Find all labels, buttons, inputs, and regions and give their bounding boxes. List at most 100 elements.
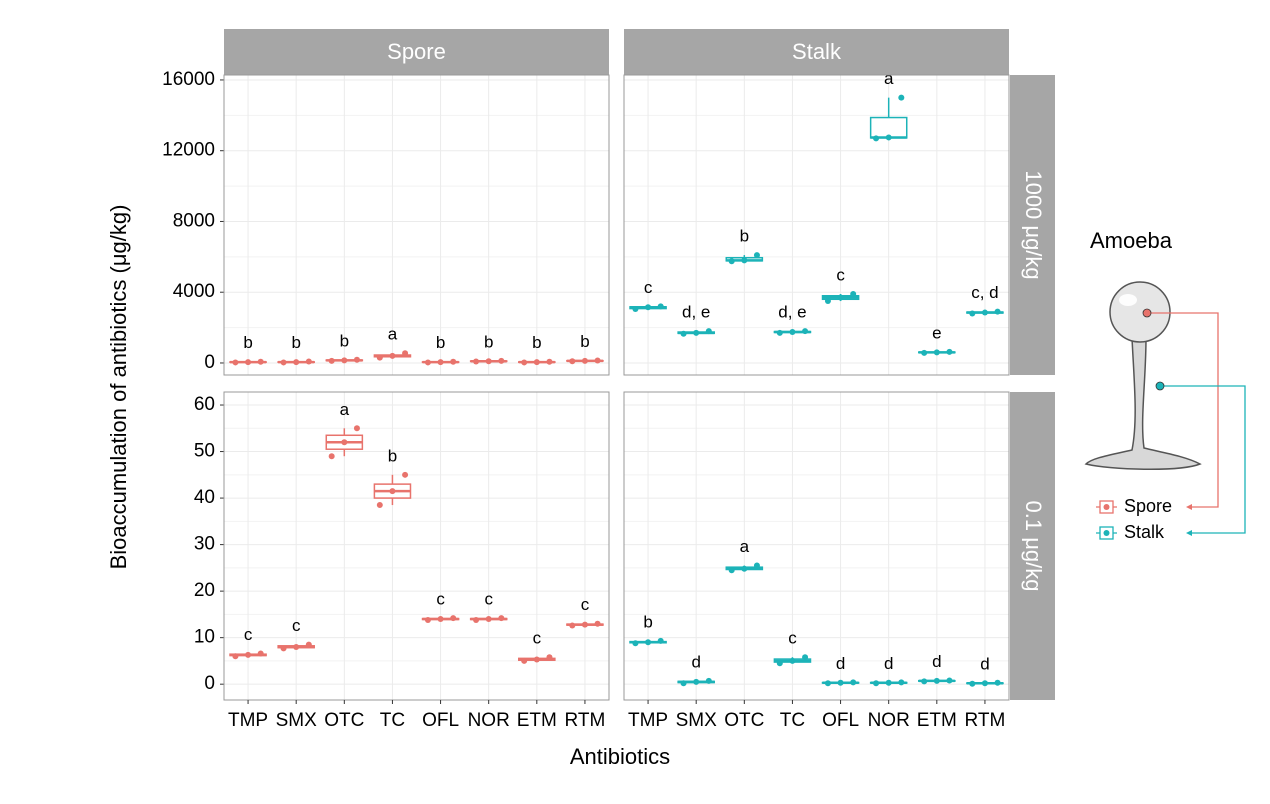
data-point xyxy=(521,657,528,664)
significance-label: b xyxy=(436,333,445,352)
significance-label: d, e xyxy=(682,303,710,322)
significance-label: b xyxy=(291,333,300,352)
facet-strip xyxy=(1010,75,1055,375)
significance-label: c, d xyxy=(971,283,998,302)
panel-border xyxy=(623,74,1010,376)
y-tick-label: 10 xyxy=(194,627,215,648)
data-point xyxy=(473,358,480,365)
legend-key-point xyxy=(1103,504,1110,510)
x-tick-label: ETM xyxy=(917,710,957,731)
data-point xyxy=(657,303,664,310)
significance-label: b xyxy=(532,333,541,352)
data-point xyxy=(257,650,264,657)
data-point xyxy=(657,637,664,644)
y-axis-label: Bioaccumulation of antibiotics (μg/kg) xyxy=(106,205,131,570)
significance-label: b xyxy=(484,332,493,351)
data-point xyxy=(328,357,335,364)
x-tick-label: NOR xyxy=(868,710,910,731)
data-point xyxy=(546,654,553,661)
x-tick-label: TMP xyxy=(228,710,268,731)
data-point xyxy=(921,678,928,685)
data-point xyxy=(293,643,300,650)
x-tick-label: RTM xyxy=(965,710,1006,731)
data-point xyxy=(981,309,988,316)
x-tick-label: RTM xyxy=(565,710,606,731)
data-point xyxy=(424,359,431,366)
y-tick-label: 16000 xyxy=(162,69,215,90)
data-point xyxy=(632,640,639,647)
y-tick-label: 50 xyxy=(194,441,215,462)
data-point xyxy=(594,357,601,364)
data-point xyxy=(776,660,783,667)
data-point xyxy=(837,294,844,301)
significance-label: a xyxy=(740,537,750,556)
data-point xyxy=(789,657,796,664)
x-tick-label: OTC xyxy=(324,710,364,731)
significance-label: d xyxy=(980,654,989,673)
data-point xyxy=(328,453,335,460)
significance-label: e xyxy=(932,323,941,342)
y-tick-label: 60 xyxy=(194,394,215,415)
data-point xyxy=(569,622,576,629)
data-point xyxy=(257,358,264,365)
data-point xyxy=(981,680,988,687)
significance-label: a xyxy=(388,325,398,344)
significance-label: d xyxy=(932,652,941,671)
data-point xyxy=(680,330,687,337)
data-point xyxy=(885,679,892,686)
data-point xyxy=(485,358,492,365)
y-tick-label: 12000 xyxy=(162,140,215,161)
data-point xyxy=(873,680,880,687)
data-point xyxy=(680,680,687,687)
panel-background xyxy=(224,392,609,700)
data-point xyxy=(353,425,360,432)
significance-label: c xyxy=(533,629,542,648)
x-tick-label: TC xyxy=(780,710,805,731)
data-point xyxy=(437,616,444,623)
data-point xyxy=(741,565,748,572)
data-point xyxy=(741,257,748,264)
data-point xyxy=(632,306,639,313)
data-point xyxy=(594,620,601,627)
significance-label: b xyxy=(580,332,589,351)
data-point xyxy=(450,358,457,365)
x-tick-label: NOR xyxy=(468,710,510,731)
data-point xyxy=(280,359,287,366)
data-point xyxy=(753,252,760,259)
data-point xyxy=(898,679,905,686)
x-tick-label: SMX xyxy=(276,710,318,731)
y-tick-label: 30 xyxy=(194,534,215,555)
significance-label: b xyxy=(340,331,349,350)
data-point xyxy=(581,357,588,364)
data-point xyxy=(293,359,300,366)
data-point xyxy=(969,310,976,317)
data-point xyxy=(969,680,976,687)
panel-border xyxy=(223,391,610,701)
facet-strip xyxy=(1010,392,1055,700)
data-point xyxy=(994,308,1001,315)
significance-label: b xyxy=(643,612,652,631)
data-point xyxy=(280,645,287,652)
legend-arrowhead xyxy=(1186,504,1192,510)
data-point xyxy=(402,471,409,478)
legend-label: Stalk xyxy=(1124,522,1165,542)
data-point xyxy=(776,329,783,336)
data-point xyxy=(885,134,892,141)
significance-label: d xyxy=(691,652,700,671)
data-point xyxy=(850,290,857,297)
significance-label: a xyxy=(884,69,894,88)
data-point xyxy=(753,562,760,569)
significance-label: b xyxy=(740,227,749,246)
data-point xyxy=(533,359,540,366)
legend-label: Spore xyxy=(1124,496,1172,516)
x-tick-label: OTC xyxy=(724,710,764,731)
data-point xyxy=(837,679,844,686)
data-point xyxy=(850,679,857,686)
data-point xyxy=(569,358,576,365)
data-point xyxy=(705,328,712,335)
data-point xyxy=(450,615,457,622)
y-tick-label: 8000 xyxy=(173,210,215,231)
data-point xyxy=(389,488,396,495)
data-point xyxy=(728,567,735,574)
